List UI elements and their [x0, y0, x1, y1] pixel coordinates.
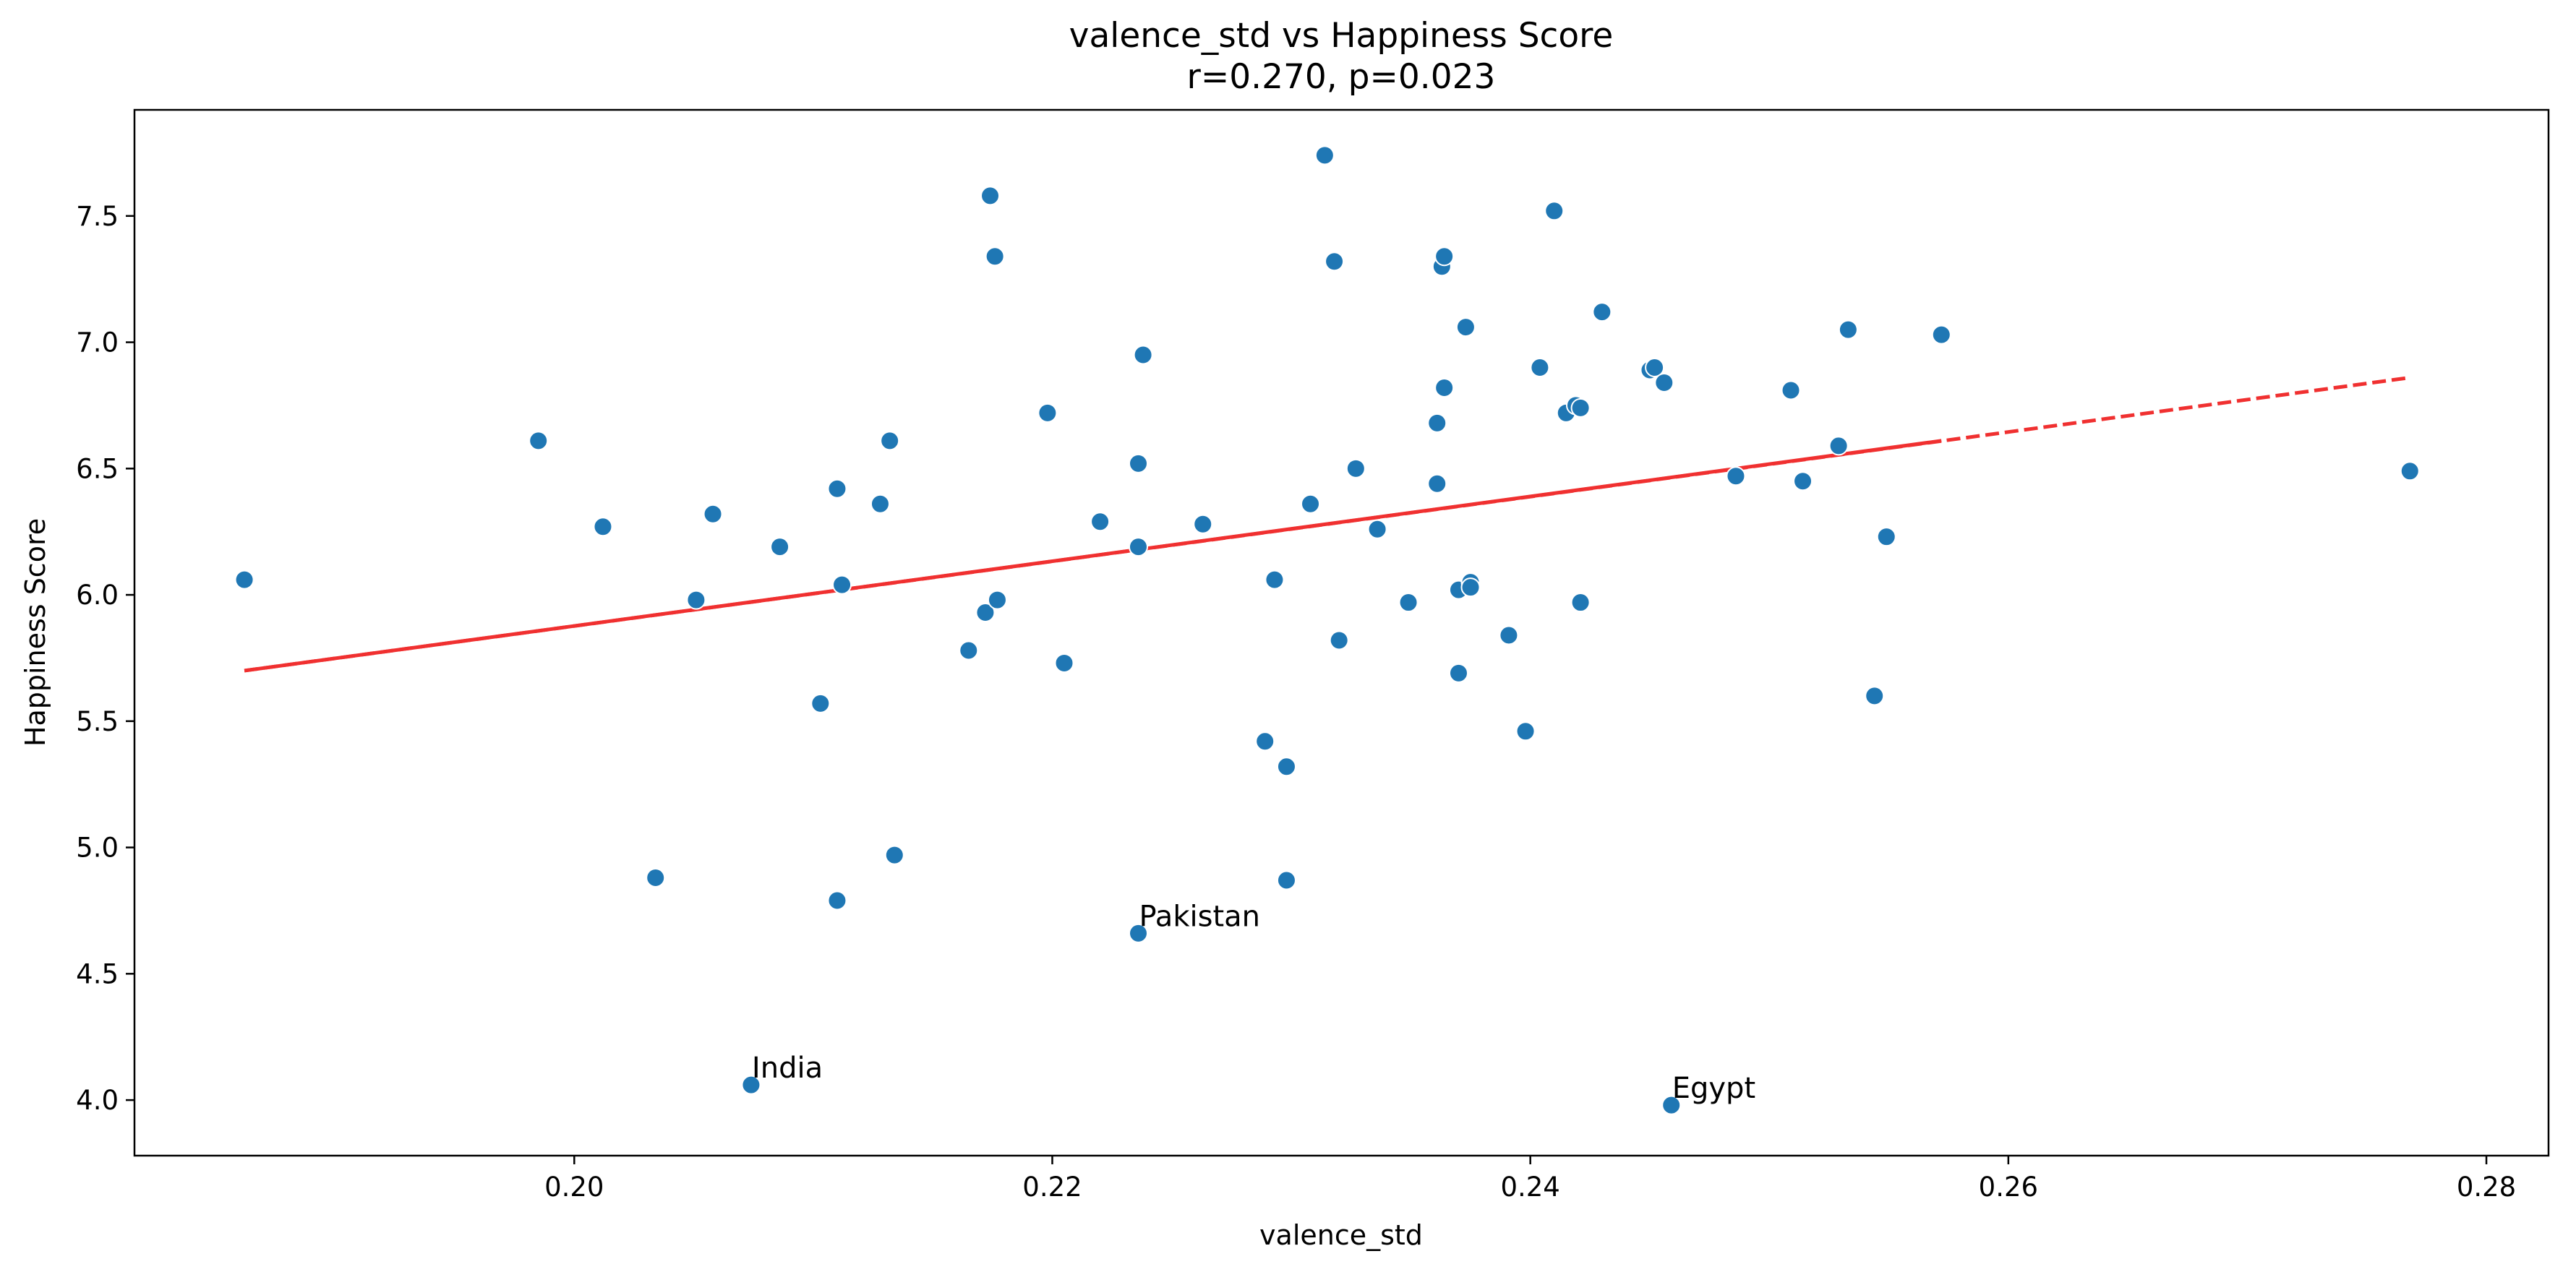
x-tick-label: 0.24	[1500, 1172, 1559, 1203]
data-point	[959, 640, 979, 661]
data-point	[1828, 436, 1849, 456]
y-tick-label: 6.0	[76, 580, 119, 611]
data-point	[529, 431, 549, 451]
data-point	[1793, 471, 1813, 491]
data-point	[827, 890, 847, 911]
data-point	[1090, 512, 1111, 532]
data-point	[880, 431, 900, 451]
data-point	[1265, 570, 1285, 590]
data-point	[1276, 870, 1296, 890]
data-point	[1592, 302, 1612, 322]
data-point	[1128, 453, 1148, 473]
data-point	[884, 845, 904, 865]
data-point	[1427, 473, 1447, 494]
y-tick-label: 7.5	[76, 201, 119, 232]
data-point	[686, 590, 706, 610]
regression-line	[244, 376, 2410, 673]
data-point	[1367, 519, 1387, 539]
data-point	[1876, 527, 1896, 547]
data-point	[1654, 372, 1674, 392]
data-point	[1193, 514, 1213, 534]
data-point	[1544, 201, 1565, 221]
y-tick-label: 4.0	[76, 1085, 119, 1116]
point-annotations: India Pakistan Egypt	[752, 900, 1755, 1105]
y-tick-label: 4.5	[76, 958, 119, 989]
data-point	[1865, 686, 1885, 706]
data-point	[1570, 593, 1591, 613]
data-point	[980, 186, 1001, 206]
data-point	[1570, 398, 1591, 418]
data-point	[2400, 461, 2420, 481]
data-point	[1530, 358, 1550, 378]
data-point	[975, 603, 996, 623]
data-point	[234, 570, 254, 590]
data-point	[1427, 413, 1447, 433]
y-tick-label: 5.5	[76, 706, 119, 737]
y-tick-label: 5.0	[76, 833, 119, 864]
data-point	[1931, 325, 1951, 345]
point-annotation: India	[752, 1052, 823, 1085]
data-point	[1434, 377, 1455, 398]
data-point	[1054, 653, 1074, 673]
point-annotation: Pakistan	[1139, 900, 1260, 933]
data-point	[1133, 345, 1153, 365]
data-point	[646, 868, 666, 888]
x-tick-label: 0.26	[1979, 1172, 2038, 1203]
x-tick-label: 0.20	[544, 1172, 604, 1203]
data-point	[1398, 593, 1418, 613]
chart-title: valence_std vs Happiness Score	[1069, 16, 1614, 56]
data-point	[1499, 625, 1519, 645]
regression-solid-fit	[244, 439, 1942, 673]
data-point	[1460, 577, 1481, 598]
data-point	[1645, 358, 1665, 378]
data-point	[810, 693, 831, 713]
data-point	[1128, 923, 1148, 943]
data-point	[741, 1075, 761, 1095]
data-point	[1515, 721, 1536, 742]
data-point	[1661, 1095, 1682, 1115]
data-point	[1128, 537, 1148, 557]
data-point	[987, 590, 1007, 610]
data-point	[770, 537, 790, 557]
x-tick-label: 0.28	[2457, 1172, 2516, 1203]
data-point	[985, 246, 1005, 267]
data-point	[1781, 380, 1801, 400]
y-tick-label: 6.5	[76, 453, 119, 484]
data-point	[870, 494, 890, 514]
data-point	[1329, 630, 1349, 650]
data-point	[1325, 252, 1345, 272]
x-tick-label: 0.22	[1022, 1172, 1082, 1203]
data-points	[234, 145, 2420, 1115]
y-tick-label: 7.0	[76, 327, 119, 358]
data-point	[832, 575, 852, 595]
y-axis-label: Happiness Score	[20, 518, 51, 747]
data-point	[1301, 494, 1321, 514]
data-point	[1726, 466, 1746, 486]
data-point	[827, 478, 847, 499]
data-point	[703, 504, 723, 524]
data-point	[1276, 757, 1296, 777]
data-point	[1345, 458, 1366, 478]
x-axis-label: valence_std	[1259, 1219, 1423, 1251]
data-point	[1838, 319, 1858, 340]
data-point	[1255, 731, 1275, 752]
point-annotation: Egypt	[1672, 1072, 1755, 1105]
data-point	[1434, 246, 1455, 267]
x-axis-ticks: 0.20 0.22 0.24 0.26 0.28	[544, 1156, 2516, 1203]
chart-subtitle: r=0.270, p=0.023	[1187, 57, 1496, 97]
plot-frame	[133, 108, 2550, 1157]
data-point	[593, 517, 613, 537]
data-point	[1037, 403, 1058, 423]
data-point	[1314, 145, 1335, 166]
data-point	[1455, 317, 1476, 338]
y-axis-ticks: 4.0 4.5 5.0 5.5 6.0 6.5 7.0 7.5	[76, 201, 134, 1116]
data-point	[1448, 663, 1468, 683]
